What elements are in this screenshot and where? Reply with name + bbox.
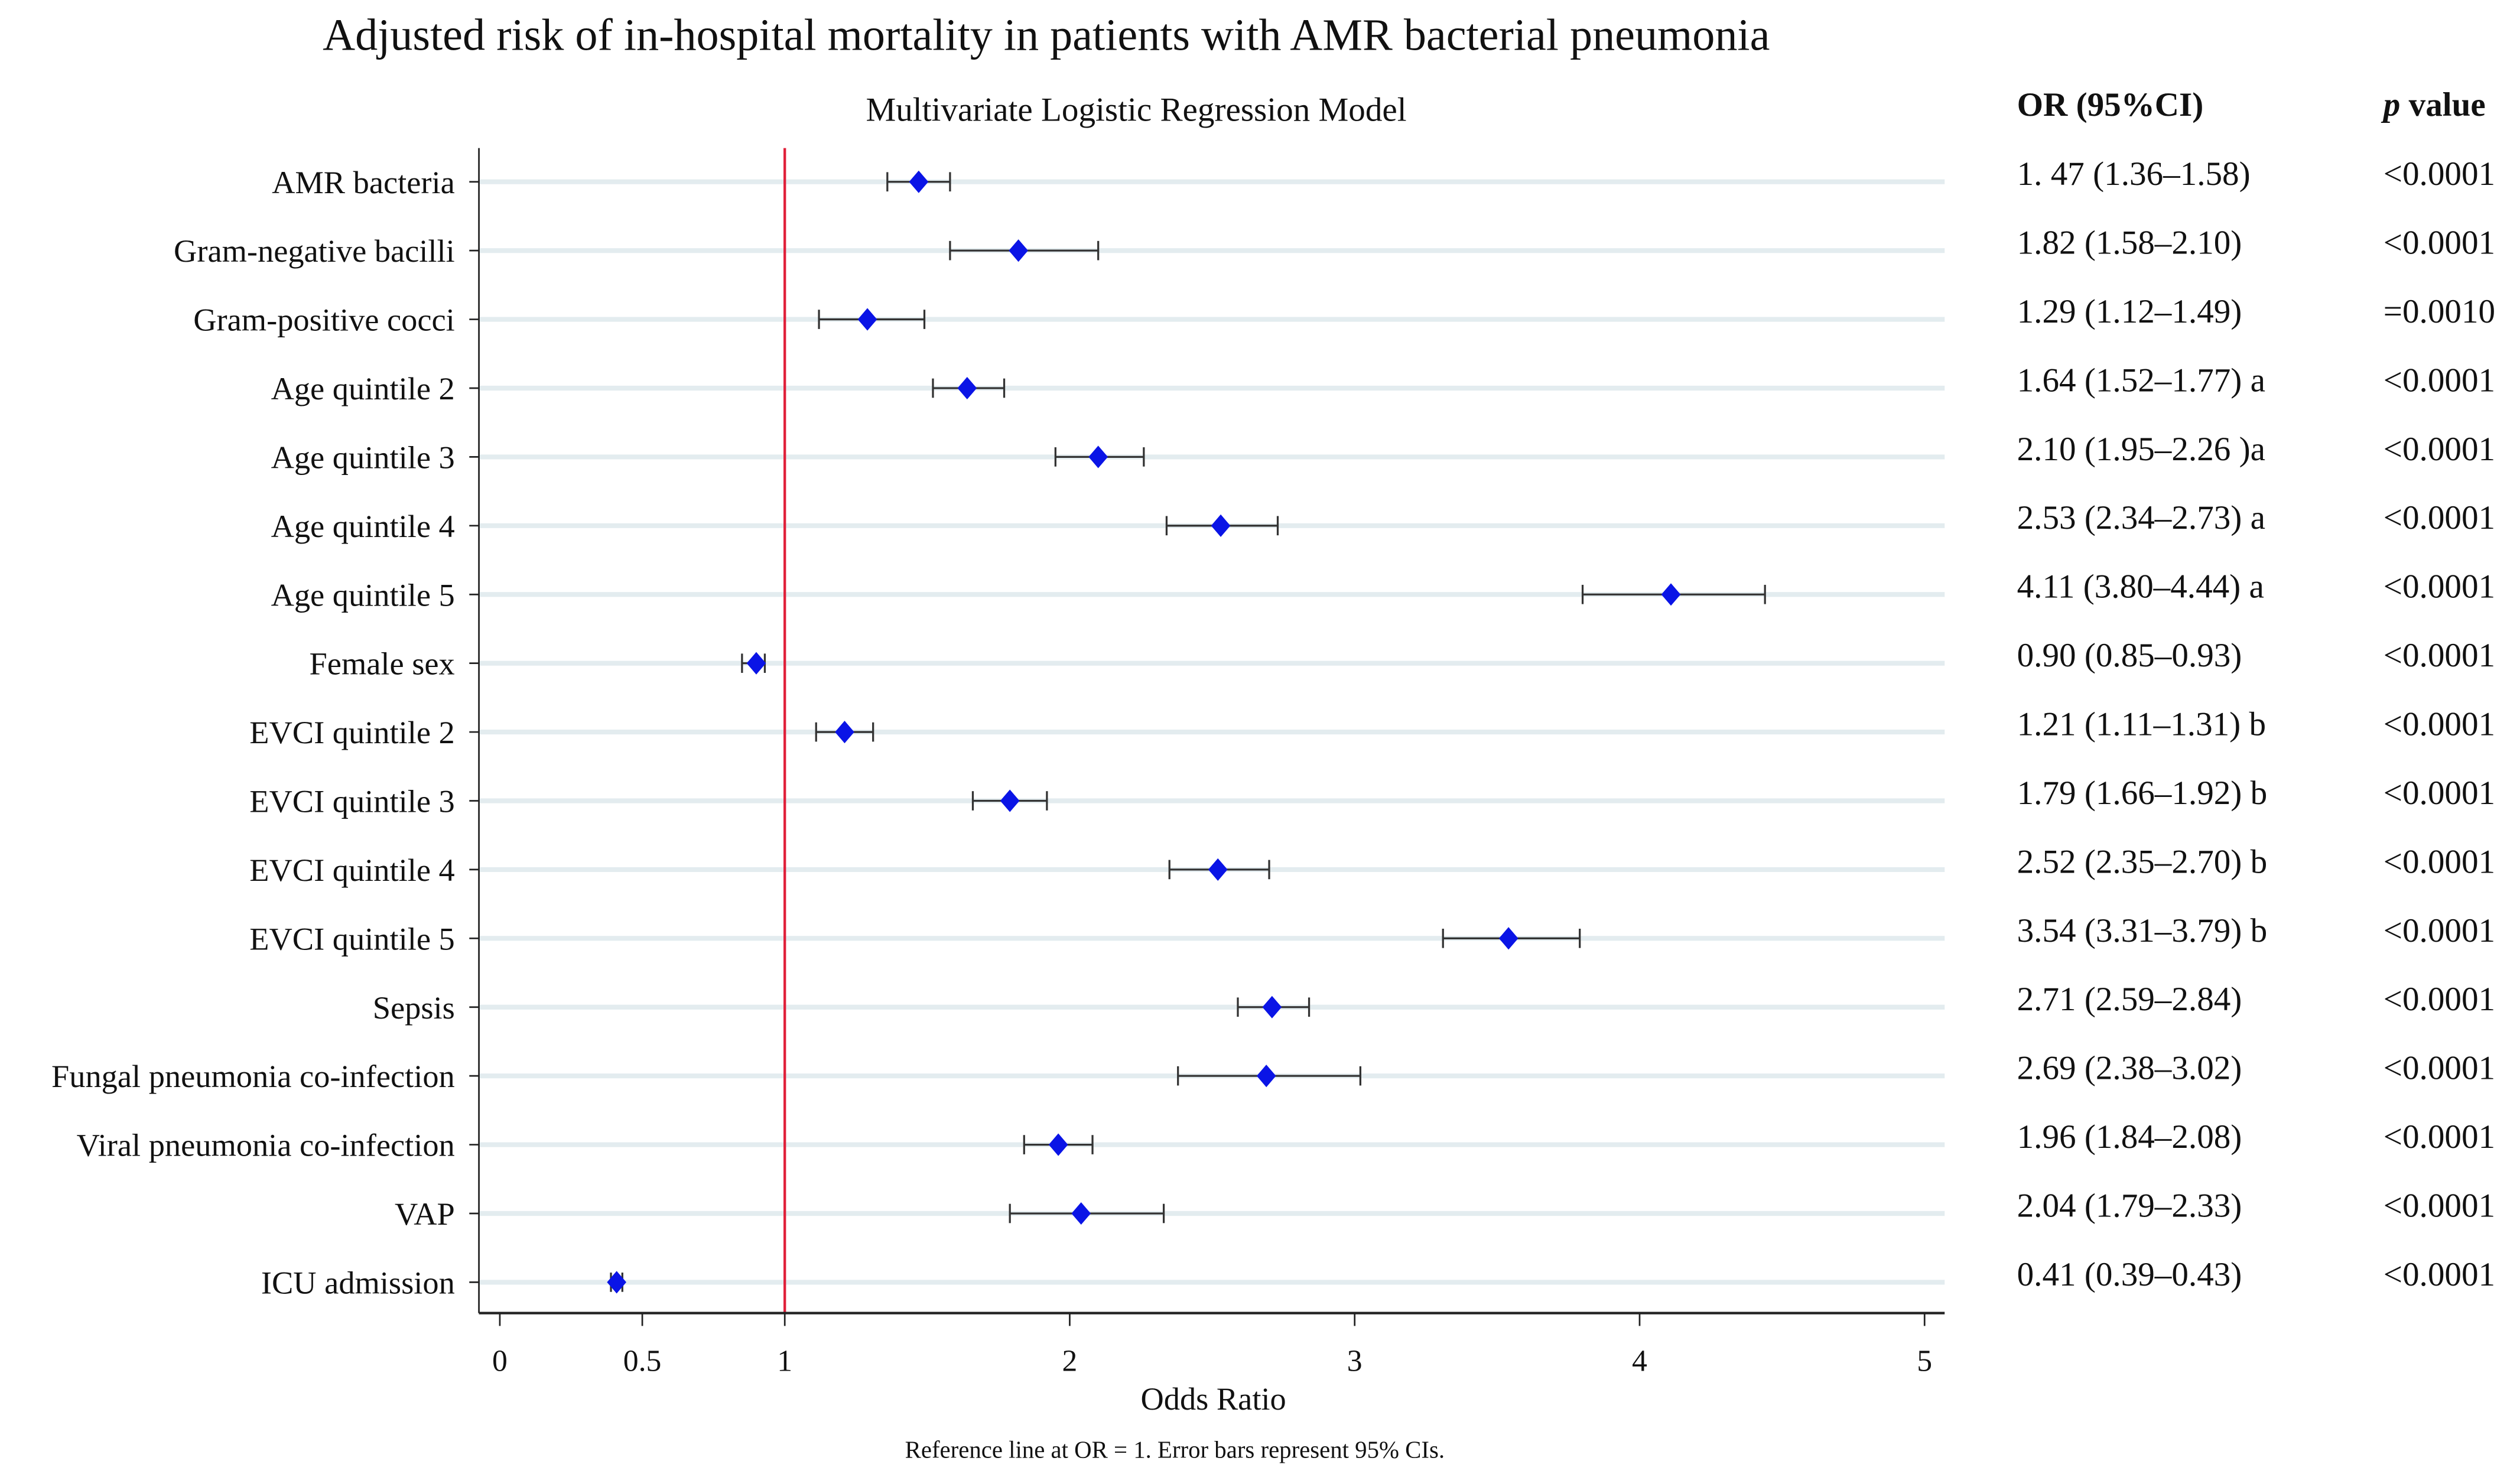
- or-point-marker: [1009, 239, 1028, 262]
- or-ci-value: 1.29 (1.12–1.49): [2017, 293, 2242, 330]
- or-point-marker: [1256, 1065, 1276, 1088]
- p-value-word: value: [2400, 86, 2485, 123]
- row-label: VAP: [395, 1196, 455, 1232]
- or-point-marker: [607, 1271, 626, 1294]
- or-ci-value: 2.69 (2.38–3.02): [2017, 1050, 2242, 1087]
- or-point-marker: [1208, 858, 1228, 881]
- x-tick-label: 5: [1917, 1345, 1932, 1378]
- or-point-marker: [1071, 1202, 1091, 1225]
- or-point-marker: [957, 376, 977, 400]
- p-value: <0.0001: [2384, 499, 2495, 536]
- p-value: <0.0001: [2384, 1118, 2495, 1156]
- x-tick-label: 0: [492, 1345, 508, 1378]
- row-label: Female sex: [310, 646, 455, 682]
- row-label: Viral pneumonia co-infection: [77, 1128, 455, 1163]
- or-point-marker: [746, 652, 766, 675]
- p-italic: p: [2381, 86, 2401, 123]
- or-point-marker: [835, 721, 854, 744]
- chart-title: Adjusted risk of in-hospital mortality i…: [323, 11, 1770, 60]
- p-value: <0.0001: [2384, 1187, 2495, 1224]
- row-label: ICU admission: [261, 1265, 455, 1300]
- p-value: <0.0001: [2384, 155, 2495, 193]
- p-value: <0.0001: [2384, 1256, 2495, 1293]
- row-label: Gram-negative bacilli: [174, 233, 455, 269]
- footnote: Reference line at OR = 1. Error bars rep…: [905, 1436, 1445, 1463]
- x-tick-label: 1: [777, 1345, 792, 1378]
- x-tick-label: 3: [1347, 1345, 1363, 1378]
- or-ci-value: 1.96 (1.84–2.08): [2017, 1118, 2242, 1156]
- row-label: AMR bacteria: [272, 165, 455, 200]
- p-value: <0.0001: [2384, 637, 2495, 674]
- or-ci-value: 2.04 (1.79–2.33): [2017, 1187, 2242, 1224]
- or-ci-value: 4.11 (3.80–4.44) a: [2017, 568, 2264, 606]
- or-column-header: OR (95%CI): [2017, 86, 2204, 123]
- or-ci-value: 2.53 (2.34–2.73) a: [2017, 499, 2265, 536]
- row-label: EVCI quintile 5: [249, 921, 454, 956]
- p-value: <0.0001: [2384, 912, 2495, 949]
- or-ci-value: 2.71 (2.59–2.84): [2017, 981, 2242, 1018]
- p-value: <0.0001: [2384, 775, 2495, 812]
- p-value: <0.0001: [2384, 843, 2495, 880]
- or-ci-value: 1.79 (1.66–1.92) b: [2017, 775, 2268, 812]
- or-point-marker: [909, 170, 929, 193]
- or-point-marker: [1661, 583, 1681, 606]
- row-label: Gram-positive cocci: [193, 302, 455, 338]
- gridlines: [479, 179, 1945, 1285]
- or-ci-value: 3.54 (3.31–3.79) b: [2017, 912, 2268, 949]
- or-ci-value: 2.52 (2.35–2.70) b: [2017, 843, 2268, 880]
- x-axis-label: Odds Ratio: [1140, 1381, 1286, 1417]
- row-label: Age quintile 4: [271, 509, 455, 544]
- p-value: <0.0001: [2384, 981, 2495, 1018]
- or-point-marker: [1498, 927, 1518, 950]
- or-ci-value: 0.41 (0.39–0.43): [2017, 1256, 2242, 1293]
- p-value-column-header: p value: [2381, 86, 2486, 123]
- or-point-marker: [1000, 789, 1020, 812]
- p-value: <0.0001: [2384, 1050, 2495, 1087]
- or-ci-value: 1.21 (1.11–1.31) b: [2017, 706, 2266, 743]
- x-axis: AMR bacteria 1. 47 (1.36–1.58) <0.0001 Gram…: [51, 148, 2495, 1378]
- or-point-marker: [857, 308, 877, 331]
- row-label: EVCI quintile 2: [249, 715, 454, 750]
- p-value: <0.0001: [2384, 706, 2495, 743]
- row-label: Age quintile 3: [271, 440, 455, 475]
- or-point-marker: [1088, 445, 1108, 468]
- or-ci-value: 0.90 (0.85–0.93): [2017, 637, 2242, 674]
- chart-subtitle: Multivariate Logistic Regression Model: [866, 91, 1406, 128]
- row-label: Age quintile 5: [271, 577, 455, 613]
- p-value: <0.0001: [2384, 362, 2495, 399]
- row-label: EVCI quintile 3: [249, 784, 454, 819]
- or-point-marker: [1211, 514, 1231, 537]
- p-value: <0.0001: [2384, 431, 2495, 468]
- or-ci-value: 2.10 (1.95–2.26 )a: [2017, 431, 2265, 468]
- or-ci-value: 1. 47 (1.36–1.58): [2017, 155, 2251, 193]
- x-tick-label: 0.5: [623, 1345, 662, 1378]
- x-tick-label: 4: [1632, 1345, 1647, 1378]
- or-point-marker: [1262, 995, 1282, 1019]
- p-value: <0.0001: [2384, 568, 2495, 606]
- or-point-marker: [1048, 1133, 1068, 1156]
- row-label: Fungal pneumonia co-infection: [51, 1059, 455, 1094]
- or-ci-value: 1.82 (1.58–2.10): [2017, 224, 2242, 262]
- p-value: =0.0010: [2384, 293, 2495, 330]
- row-label: Sepsis: [373, 990, 455, 1026]
- or-ci-value: 1.64 (1.52–1.77) a: [2017, 362, 2265, 399]
- row-label: EVCI quintile 4: [249, 852, 454, 888]
- x-tick-label: 2: [1062, 1345, 1078, 1378]
- row-label: Age quintile 2: [271, 371, 455, 406]
- p-value: <0.0001: [2384, 224, 2495, 262]
